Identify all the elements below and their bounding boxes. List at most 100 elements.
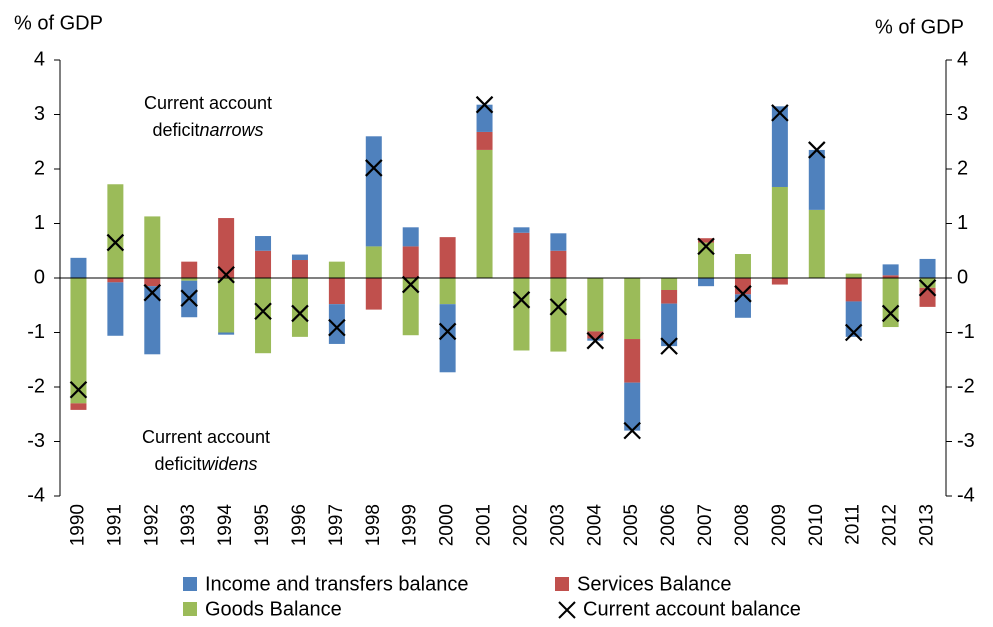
x-tick-label: 2000 bbox=[437, 504, 458, 546]
bar-segment bbox=[328, 304, 345, 344]
bar-segment bbox=[439, 278, 456, 305]
x-tick-label: 1999 bbox=[400, 504, 421, 546]
bar-segment bbox=[550, 278, 567, 352]
legend-label: Services Balance bbox=[577, 573, 732, 595]
y2-axis-label: % of GDP bbox=[875, 16, 964, 38]
marker-x bbox=[734, 285, 752, 303]
x-tick-label: 2012 bbox=[880, 504, 901, 546]
y2-tick-label: -2 bbox=[957, 375, 975, 397]
x-tick-label: 1998 bbox=[363, 504, 384, 546]
bar-segment bbox=[513, 232, 530, 278]
legend-swatch bbox=[555, 577, 569, 591]
marker-x bbox=[106, 233, 125, 252]
y2-tick-label: 0 bbox=[957, 266, 968, 288]
legend-label: Income and transfers balance bbox=[205, 573, 469, 595]
bar-segment bbox=[107, 282, 124, 336]
annotation: Current account bbox=[144, 93, 272, 113]
bar-segment bbox=[328, 261, 345, 278]
bar-segment bbox=[550, 233, 567, 251]
bar-segment bbox=[402, 246, 419, 278]
bar-segment bbox=[255, 236, 272, 251]
annotation-text: deficit bbox=[154, 454, 201, 474]
bar-segment bbox=[476, 149, 493, 278]
y-tick-label: 2 bbox=[34, 157, 45, 179]
bar-segment bbox=[439, 304, 456, 373]
legend-label: Current account balance bbox=[583, 598, 801, 620]
y-tick-label: -2 bbox=[27, 375, 45, 397]
x-tick-label: 2004 bbox=[584, 504, 605, 547]
x-tick-label: 2002 bbox=[510, 504, 531, 546]
y2-tick-label: -4 bbox=[957, 484, 975, 506]
bar-segment bbox=[402, 227, 419, 247]
bar-segment bbox=[808, 149, 825, 210]
marker-x bbox=[365, 159, 383, 177]
bar-segment bbox=[845, 278, 862, 302]
bar-segment bbox=[624, 339, 641, 383]
y-tick-label: 3 bbox=[34, 103, 45, 125]
bar-segment bbox=[328, 278, 345, 305]
x-tick-label: 2009 bbox=[769, 504, 790, 546]
bar-segment bbox=[144, 286, 161, 355]
bar-segment bbox=[255, 278, 272, 354]
annotation-emphasis: narrows bbox=[200, 120, 264, 140]
bar-segment bbox=[107, 184, 124, 278]
bar-segment bbox=[698, 238, 715, 243]
bar-segment bbox=[144, 216, 161, 278]
marker-x bbox=[623, 421, 641, 440]
bar-segment bbox=[808, 209, 825, 278]
bar-segment bbox=[291, 260, 308, 278]
bar-segment bbox=[476, 104, 493, 132]
bar-segment bbox=[70, 257, 87, 278]
bar-segment bbox=[365, 246, 382, 278]
bar-segment bbox=[365, 278, 382, 310]
bar-segment bbox=[882, 264, 899, 276]
x-tick-label: 1991 bbox=[104, 504, 125, 546]
x-tick-label: 1992 bbox=[141, 504, 162, 546]
y2-tick-label: 4 bbox=[957, 48, 968, 70]
x-tick-label: 2006 bbox=[658, 504, 679, 546]
bar-segment bbox=[255, 250, 272, 278]
bar-segment bbox=[513, 227, 530, 233]
marker-x bbox=[549, 298, 568, 316]
annotation: deficitnarrows bbox=[152, 120, 263, 140]
bar-segment bbox=[882, 278, 899, 328]
bar-segment bbox=[70, 403, 87, 410]
bar-segment bbox=[661, 289, 678, 304]
marker-x bbox=[143, 283, 162, 302]
y2-tick-label: -3 bbox=[957, 430, 975, 452]
marker-x bbox=[475, 95, 494, 114]
marker-x bbox=[918, 279, 937, 297]
y2-tick-label: 3 bbox=[957, 103, 968, 125]
x-tick-label: 2010 bbox=[806, 504, 827, 546]
x-tick-label: 2003 bbox=[547, 504, 568, 546]
marker-x bbox=[69, 380, 88, 399]
bar-segment bbox=[734, 294, 751, 318]
bar-segment bbox=[845, 273, 862, 278]
marker-x bbox=[697, 237, 715, 256]
marker-x bbox=[438, 322, 457, 341]
x-tick-label: 2001 bbox=[474, 504, 495, 546]
x-tick-label: 1994 bbox=[215, 504, 236, 547]
bar-segment bbox=[218, 218, 235, 278]
annotation-emphasis: widens bbox=[202, 454, 258, 474]
bar-segment bbox=[181, 278, 198, 281]
y-tick-label: -1 bbox=[27, 321, 45, 343]
bar-segment bbox=[291, 254, 308, 261]
x-tick-label: 1997 bbox=[326, 504, 347, 546]
annotation: Current account bbox=[142, 427, 270, 447]
marker-x bbox=[808, 141, 826, 159]
legend-swatch bbox=[183, 602, 197, 616]
bar-segment bbox=[624, 382, 641, 431]
y-tick-label: -3 bbox=[27, 430, 45, 452]
legend-marker bbox=[558, 601, 576, 619]
x-tick-label: 2007 bbox=[695, 504, 716, 546]
bar-segment bbox=[181, 261, 198, 278]
bar-segment bbox=[919, 287, 936, 307]
x-tick-label: 2011 bbox=[843, 504, 864, 545]
marker-x bbox=[881, 304, 900, 323]
bar-segment bbox=[218, 278, 235, 333]
marker-x bbox=[254, 302, 272, 321]
bar-segment bbox=[734, 254, 751, 278]
bar-segment bbox=[402, 278, 419, 336]
bar-segment bbox=[550, 250, 567, 278]
